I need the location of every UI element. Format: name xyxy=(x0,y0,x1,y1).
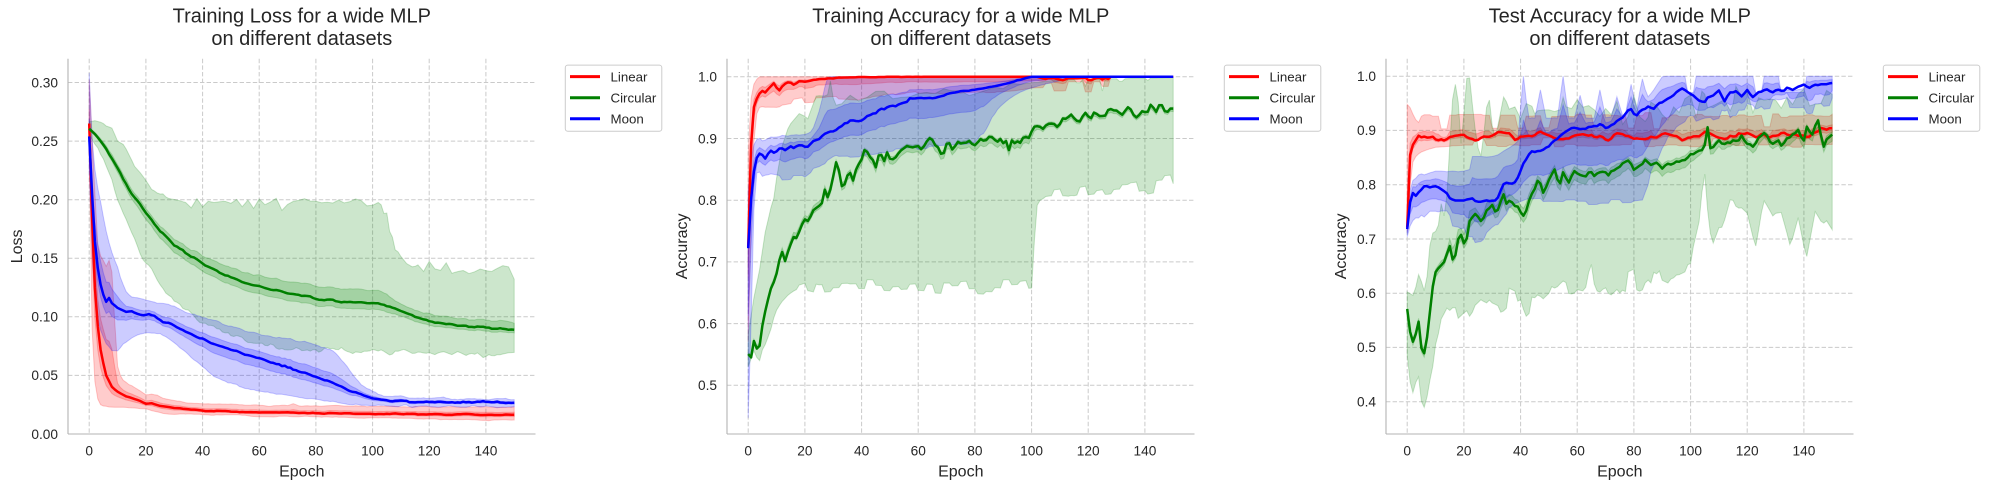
svg-text:Moon: Moon xyxy=(1270,112,1303,127)
svg-text:Epoch: Epoch xyxy=(938,463,983,480)
svg-text:Circular: Circular xyxy=(1270,91,1316,106)
svg-text:Training Accuracy for a wide M: Training Accuracy for a wide MLP xyxy=(812,6,1109,28)
svg-text:0.15: 0.15 xyxy=(31,251,58,266)
svg-text:40: 40 xyxy=(1513,444,1529,459)
svg-text:Training Loss for a wide MLP: Training Loss for a wide MLP xyxy=(173,6,431,28)
svg-text:0.00: 0.00 xyxy=(31,427,58,442)
svg-text:1.0: 1.0 xyxy=(1357,69,1376,84)
svg-text:140: 140 xyxy=(1792,444,1815,459)
svg-text:0.9: 0.9 xyxy=(698,131,717,146)
svg-text:0.5: 0.5 xyxy=(1357,340,1376,355)
svg-text:140: 140 xyxy=(474,444,497,459)
svg-text:Circular: Circular xyxy=(1929,91,1975,106)
svg-text:0: 0 xyxy=(85,444,93,459)
svg-text:140: 140 xyxy=(1133,444,1156,459)
svg-text:0.6: 0.6 xyxy=(1357,286,1376,301)
svg-text:on different datasets: on different datasets xyxy=(1529,28,1710,50)
svg-text:100: 100 xyxy=(361,444,384,459)
svg-text:0.05: 0.05 xyxy=(31,368,58,383)
svg-text:0.8: 0.8 xyxy=(1357,178,1376,193)
svg-text:120: 120 xyxy=(1736,444,1759,459)
svg-text:40: 40 xyxy=(854,444,870,459)
svg-text:0.25: 0.25 xyxy=(31,134,58,149)
svg-text:100: 100 xyxy=(1679,444,1702,459)
svg-text:Linear: Linear xyxy=(1929,69,1967,84)
svg-text:0.8: 0.8 xyxy=(698,193,717,208)
svg-text:Epoch: Epoch xyxy=(279,463,324,480)
svg-text:Epoch: Epoch xyxy=(1597,463,1642,480)
svg-text:60: 60 xyxy=(911,444,927,459)
svg-text:Accuracy: Accuracy xyxy=(674,214,691,280)
svg-text:120: 120 xyxy=(1077,444,1100,459)
svg-text:0: 0 xyxy=(744,444,752,459)
svg-text:120: 120 xyxy=(418,444,441,459)
svg-text:0.10: 0.10 xyxy=(31,310,58,325)
svg-text:Circular: Circular xyxy=(611,91,657,106)
svg-text:Linear: Linear xyxy=(611,69,649,84)
svg-text:60: 60 xyxy=(252,444,268,459)
svg-text:1.0: 1.0 xyxy=(698,70,717,85)
svg-text:20: 20 xyxy=(1456,444,1472,459)
svg-text:80: 80 xyxy=(967,444,983,459)
svg-text:20: 20 xyxy=(138,444,154,459)
svg-text:80: 80 xyxy=(1626,444,1642,459)
svg-text:Accuracy: Accuracy xyxy=(1333,214,1350,280)
svg-text:0.6: 0.6 xyxy=(698,316,717,331)
svg-text:0.20: 0.20 xyxy=(31,193,58,208)
svg-text:Loss: Loss xyxy=(9,230,26,264)
svg-text:Linear: Linear xyxy=(1270,69,1308,84)
svg-text:0.9: 0.9 xyxy=(1357,123,1376,138)
svg-text:100: 100 xyxy=(1020,444,1043,459)
svg-text:0.7: 0.7 xyxy=(698,255,717,270)
svg-text:Moon: Moon xyxy=(1929,112,1962,127)
svg-text:on different datasets: on different datasets xyxy=(870,28,1051,50)
svg-text:40: 40 xyxy=(195,444,211,459)
svg-text:0.7: 0.7 xyxy=(1357,232,1376,247)
svg-text:Test Accuracy for a wide MLP: Test Accuracy for a wide MLP xyxy=(1489,6,1751,28)
svg-text:20: 20 xyxy=(797,444,813,459)
svg-text:0.4: 0.4 xyxy=(1357,395,1376,410)
svg-text:on different datasets: on different datasets xyxy=(211,28,392,50)
svg-text:0.30: 0.30 xyxy=(31,75,58,90)
svg-text:60: 60 xyxy=(1570,444,1586,459)
svg-text:Moon: Moon xyxy=(611,112,644,127)
svg-text:0.5: 0.5 xyxy=(698,378,717,393)
svg-text:0: 0 xyxy=(1403,444,1411,459)
svg-text:80: 80 xyxy=(308,444,324,459)
